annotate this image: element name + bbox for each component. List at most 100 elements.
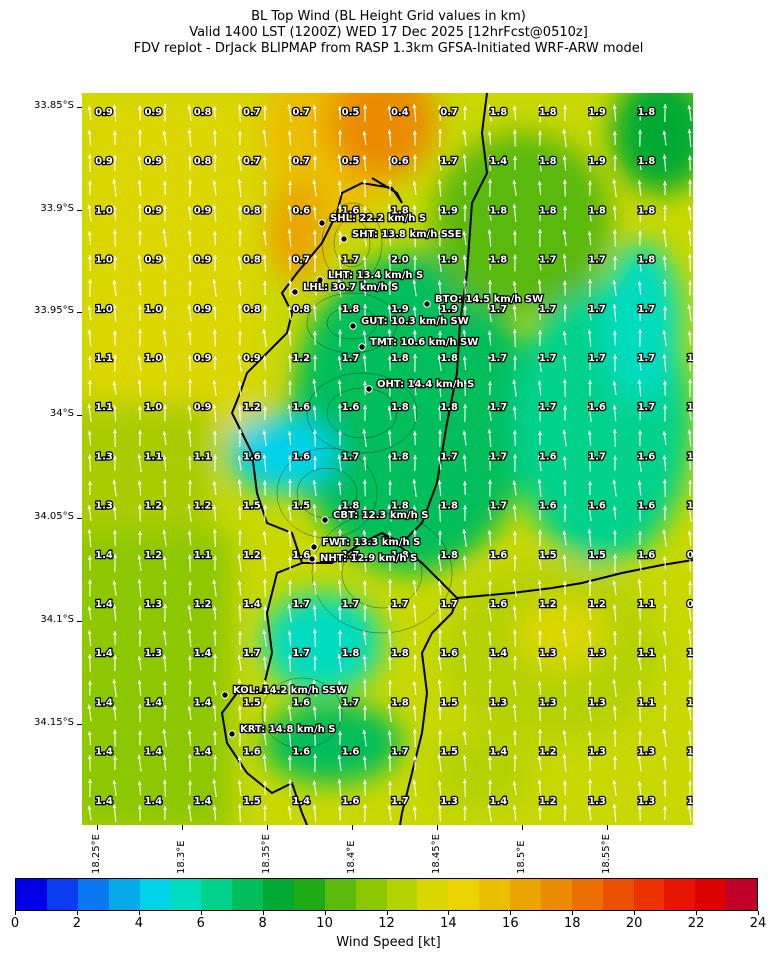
wind-arrow bbox=[638, 230, 643, 246]
wind-arrow bbox=[262, 129, 267, 147]
wind-arrow bbox=[637, 804, 642, 822]
wind-arrow bbox=[662, 380, 667, 396]
colorbar-swatch bbox=[695, 879, 727, 910]
wind-arrow bbox=[338, 528, 343, 548]
wind-arrow bbox=[112, 179, 117, 197]
wind-arrow bbox=[488, 279, 493, 297]
wind-arrow bbox=[437, 754, 442, 772]
wind-arrow bbox=[562, 378, 567, 398]
wind-arrow bbox=[287, 329, 292, 347]
wind-arrow bbox=[563, 104, 568, 122]
wind-arrow bbox=[362, 429, 367, 447]
wind-arrow bbox=[612, 428, 617, 448]
wind-arrow bbox=[337, 305, 342, 321]
wind-arrow bbox=[487, 729, 492, 747]
wind-arrow bbox=[637, 555, 642, 571]
wind-arrow bbox=[87, 505, 92, 521]
wind-arrow bbox=[262, 230, 267, 246]
grid-value-label: 0.9 bbox=[687, 599, 693, 610]
grid-value-label: 1.8 bbox=[391, 402, 409, 413]
grid-value-label: 1.7 bbox=[391, 599, 409, 610]
wind-arrow bbox=[687, 354, 692, 372]
grid-value-label: 1.2 bbox=[194, 501, 212, 512]
wind-arrow bbox=[262, 155, 267, 171]
wind-arrow bbox=[162, 630, 167, 646]
wind-arrow bbox=[512, 804, 517, 822]
wind-arrow bbox=[387, 754, 392, 772]
wind-arrow bbox=[312, 780, 317, 796]
wind-arrow bbox=[662, 478, 667, 498]
wind-arrow bbox=[487, 755, 492, 771]
wind-arrow bbox=[212, 105, 217, 121]
wind-arrow bbox=[687, 753, 692, 773]
wind-arrow bbox=[688, 378, 693, 398]
grid-value-label: 1.4 bbox=[292, 796, 310, 807]
wind-arrow bbox=[512, 680, 517, 696]
wind-arrow bbox=[438, 330, 443, 346]
wind-arrow bbox=[537, 704, 542, 722]
wind-arrow bbox=[238, 630, 243, 646]
wind-arrow bbox=[538, 228, 543, 248]
grid-value-label: 1.5 bbox=[292, 501, 310, 512]
wind-arrow bbox=[512, 230, 517, 246]
wind-arrow bbox=[262, 679, 267, 697]
wind-arrow bbox=[162, 755, 167, 771]
grid-value-label: 0.9 bbox=[95, 107, 113, 118]
wind-arrow bbox=[537, 103, 542, 123]
wind-arrow bbox=[537, 579, 542, 597]
grid-value-label: 0.9 bbox=[95, 156, 113, 167]
colorbar-tick-label: 4 bbox=[134, 916, 143, 931]
wind-arrow bbox=[612, 104, 617, 122]
wind-arrow bbox=[613, 553, 618, 573]
wind-arrow bbox=[87, 704, 92, 722]
latitude-label: 33.9°S bbox=[40, 203, 74, 214]
grid-value-label: 1.7 bbox=[342, 550, 360, 561]
wind-arrow bbox=[87, 754, 92, 772]
wind-arrow bbox=[513, 155, 518, 171]
wind-arrow bbox=[562, 479, 567, 497]
wind-arrow bbox=[112, 604, 117, 622]
wind-arrow bbox=[187, 605, 192, 621]
grid-value-label: 1.6 bbox=[637, 501, 655, 512]
wind-arrow bbox=[188, 179, 193, 197]
grid-value-label: 1.4 bbox=[490, 747, 508, 758]
wind-arrow bbox=[387, 105, 392, 121]
grid-value-label: 1.8 bbox=[440, 501, 458, 512]
colorbar-tick-label: 8 bbox=[258, 916, 267, 931]
wind-arrow bbox=[587, 153, 592, 173]
wind-arrow bbox=[363, 505, 368, 521]
wind-arrow bbox=[138, 629, 143, 647]
wind-arrow bbox=[112, 780, 117, 796]
wind-arrow bbox=[237, 155, 242, 171]
wind-arrow bbox=[638, 530, 643, 546]
wind-arrow bbox=[463, 204, 468, 222]
grid-value-label: 1.8 bbox=[342, 304, 360, 315]
grid-value-label: 0.8 bbox=[292, 304, 310, 315]
wind-arrow bbox=[187, 504, 192, 522]
grid-value-label: 0.9 bbox=[194, 353, 212, 364]
grid-value-label: 1.6 bbox=[292, 402, 310, 413]
latitude-tick bbox=[77, 107, 82, 108]
station-label: OHT: 14.4 km/h S bbox=[377, 379, 474, 390]
wind-arrow bbox=[462, 329, 467, 347]
wind-arrow bbox=[612, 479, 617, 497]
wind-arrow bbox=[537, 603, 542, 623]
wind-arrow bbox=[88, 278, 93, 298]
wind-arrow bbox=[437, 104, 442, 122]
wind-arrow bbox=[237, 178, 242, 198]
wind-arrow bbox=[612, 229, 617, 247]
wind-arrow bbox=[212, 305, 217, 321]
wind-arrow bbox=[337, 480, 342, 496]
grid-value-label: 0.6 bbox=[391, 156, 409, 167]
station-dot bbox=[221, 691, 229, 699]
wind-arrow bbox=[213, 254, 218, 272]
wind-arrow bbox=[288, 180, 293, 196]
grid-value-label: 1.7 bbox=[588, 451, 606, 462]
wind-arrow bbox=[112, 479, 117, 497]
wind-arrow bbox=[312, 179, 317, 197]
wind-arrow bbox=[662, 154, 667, 172]
wind-arrow bbox=[237, 380, 242, 396]
wind-arrow bbox=[237, 279, 242, 297]
wind-arrow bbox=[637, 454, 642, 472]
grid-value-label: 1.8 bbox=[490, 107, 508, 118]
